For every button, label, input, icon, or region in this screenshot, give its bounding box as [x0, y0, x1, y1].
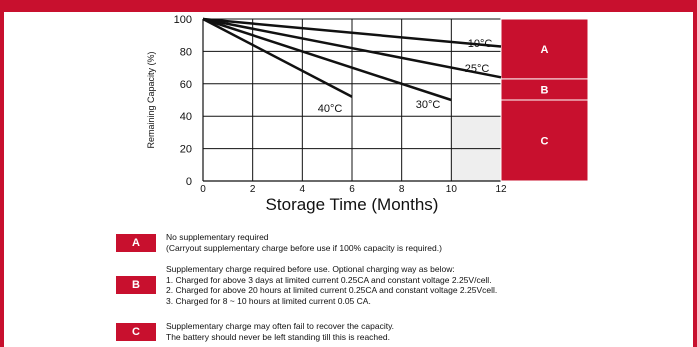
- legend-row-a: A No supplementary required (Carryout su…: [116, 232, 442, 253]
- zone-a: [500, 18, 589, 80]
- legend-c-line: Supplementary charge may often fail to r…: [166, 321, 395, 331]
- legend-c-line: The battery should never be left standin…: [166, 331, 390, 342]
- series-line: [202, 17, 502, 79]
- y-tick-label: 60: [180, 79, 192, 91]
- zone-label: C: [541, 136, 549, 148]
- series-line: [202, 17, 502, 48]
- x-tick-label: 8: [399, 184, 405, 195]
- legend-a-line: No supplementary required: [166, 232, 269, 242]
- zone-label: B: [541, 84, 549, 96]
- legend-badge-a: A: [116, 233, 156, 252]
- legend-desc-b: Supplementary charge required before use…: [166, 264, 497, 306]
- legend-desc-c: Supplementary charge may often fail to r…: [166, 321, 394, 342]
- y-tick-label: 80: [180, 46, 192, 58]
- legend-badge-c: C: [116, 322, 156, 341]
- legend-b-line: Supplementary charge required before use…: [166, 264, 455, 274]
- x-tick-label: 0: [200, 184, 206, 195]
- legend-desc-a: No supplementary required (Carryout supp…: [166, 232, 442, 253]
- x-tick-label: 2: [250, 184, 256, 195]
- y-tick-label: 20: [180, 144, 192, 156]
- y-tick-label: 40: [180, 111, 192, 123]
- series-label: 25°C: [465, 63, 490, 75]
- zone-c: [500, 99, 589, 182]
- legend-b-line: 1. Charged for above 3 days at limited c…: [166, 274, 492, 285]
- legend-row-b: B Supplementary charge required before u…: [116, 264, 497, 306]
- y-tick-label: 100: [174, 14, 192, 26]
- y-axis-title: Remaining Capacity (%): [146, 51, 156, 148]
- series-line: [202, 17, 353, 98]
- legend-b-line: 3. Charged for 8 ~ 10 hours at limited c…: [166, 295, 371, 306]
- x-tick-label: 10: [446, 184, 458, 195]
- series-label: 40°C: [318, 103, 343, 115]
- x-tick-label: 6: [349, 184, 355, 195]
- series-label: 10°C: [468, 38, 493, 50]
- zone-label: A: [541, 44, 549, 56]
- legend-badge-b: B: [116, 276, 156, 294]
- legend-b-line: 2. Charged for above 20 hours at limited…: [166, 285, 498, 295]
- series-line: [202, 17, 452, 102]
- series-label: 30°C: [416, 99, 441, 111]
- x-axis-title: Storage Time (Months): [266, 195, 439, 214]
- x-tick-label: 4: [300, 184, 306, 195]
- legend-row-c: C Supplementary charge may often fail to…: [116, 321, 394, 342]
- legend-a-line: (Carryout supplementary charge before us…: [166, 242, 442, 253]
- x-tick-label: 12: [495, 184, 507, 195]
- y-tick-label: 0: [186, 176, 192, 188]
